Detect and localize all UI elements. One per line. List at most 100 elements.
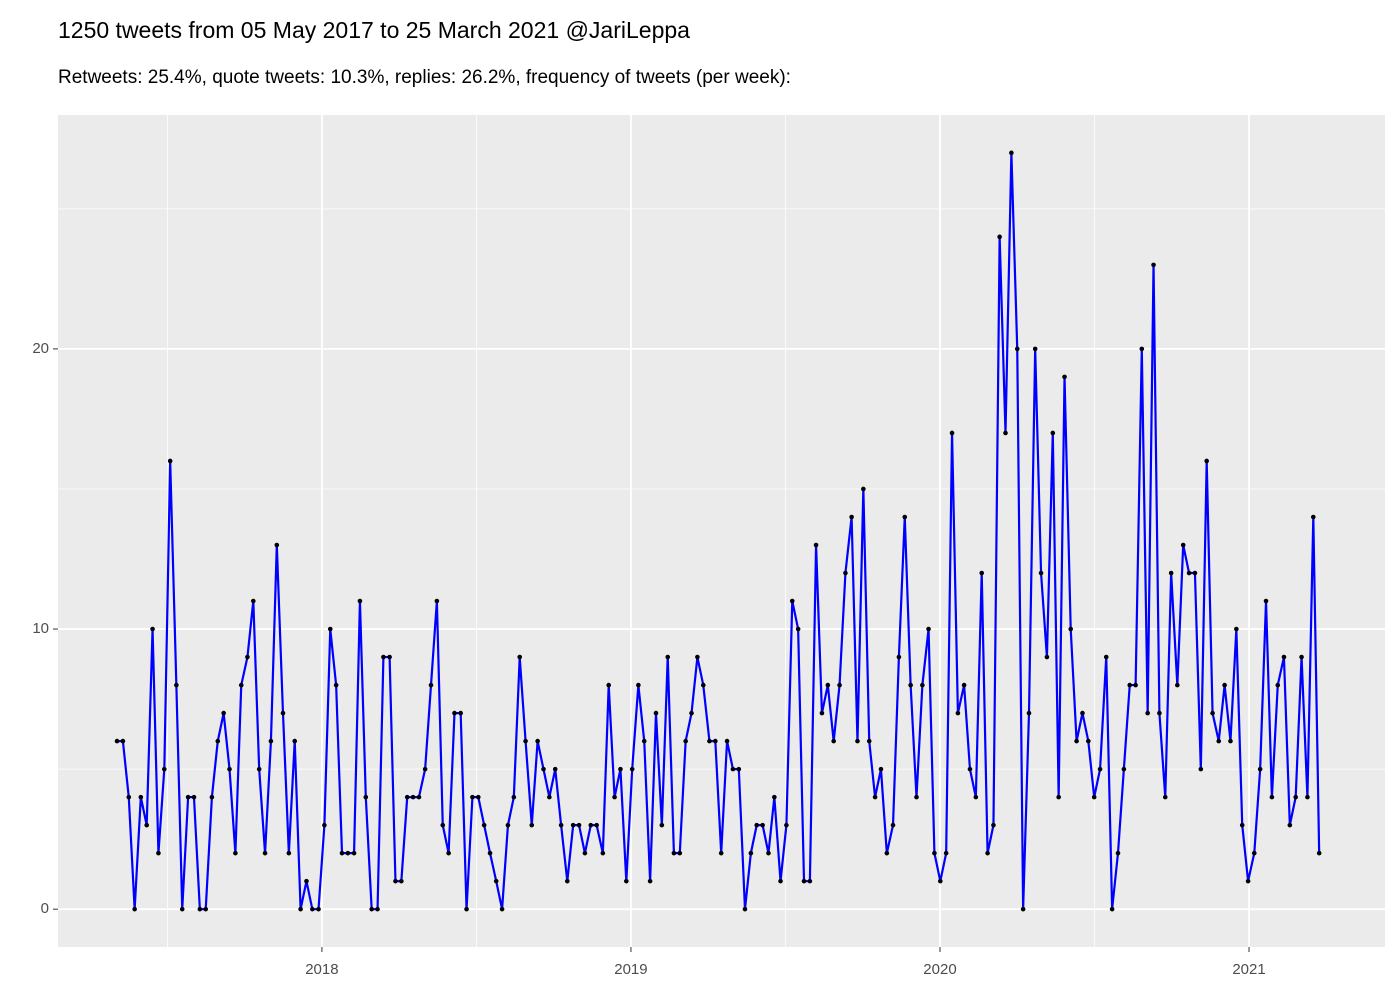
data-point — [1257, 766, 1263, 772]
data-point — [410, 794, 416, 800]
data-point — [132, 906, 137, 912]
data-point — [801, 878, 807, 884]
data-point — [659, 822, 665, 828]
data-point — [665, 654, 671, 660]
data-point — [1316, 850, 1322, 856]
data-point — [772, 794, 777, 800]
data-point — [1293, 794, 1298, 800]
data-point — [861, 486, 866, 492]
data-point — [700, 682, 706, 688]
data-point — [713, 738, 718, 744]
data-point — [866, 738, 872, 744]
data-point — [280, 710, 286, 716]
data-point — [422, 766, 428, 772]
data-point — [1056, 794, 1061, 800]
data-point — [1192, 570, 1198, 576]
data-point — [949, 430, 955, 436]
data-point — [558, 822, 564, 828]
data-point — [629, 766, 635, 772]
data-point — [937, 878, 943, 884]
data-point — [1074, 738, 1079, 744]
data-point — [600, 850, 606, 856]
data-point — [162, 766, 167, 772]
data-point — [167, 458, 173, 464]
data-point — [357, 598, 363, 604]
data-point — [1127, 682, 1133, 688]
x-tick-label: 2021 — [1232, 961, 1265, 978]
data-point — [872, 794, 878, 800]
data-point — [707, 738, 712, 744]
data-point — [1281, 654, 1287, 660]
data-point — [736, 766, 742, 772]
data-point — [286, 850, 292, 856]
data-point — [564, 878, 570, 884]
data-point — [855, 738, 860, 744]
data-point — [1139, 346, 1145, 352]
data-point — [1305, 794, 1310, 800]
data-point — [795, 626, 801, 632]
data-point — [760, 822, 765, 828]
data-point — [310, 906, 315, 912]
data-point — [529, 822, 535, 828]
data-point — [1175, 682, 1180, 688]
data-point — [955, 710, 961, 716]
data-point — [1168, 570, 1174, 576]
data-point — [458, 710, 463, 716]
data-point — [932, 850, 937, 856]
data-point — [1121, 766, 1127, 772]
data-point — [126, 794, 132, 800]
x-tick-label: 2018 — [305, 961, 338, 978]
data-point — [807, 878, 813, 884]
data-point — [1180, 542, 1186, 548]
data-point — [1068, 626, 1074, 632]
data-point — [416, 794, 422, 800]
data-point — [1239, 822, 1245, 828]
data-point — [475, 794, 481, 800]
data-point — [695, 654, 700, 660]
data-point — [256, 766, 262, 772]
data-point — [742, 906, 748, 912]
data-point — [511, 794, 517, 800]
data-point — [505, 822, 511, 828]
data-point — [967, 766, 973, 772]
data-point — [150, 626, 155, 632]
data-point — [268, 738, 274, 744]
data-point — [985, 850, 990, 856]
data-point — [174, 682, 179, 688]
data-point — [1245, 878, 1251, 884]
data-point — [1062, 374, 1067, 380]
data-point — [191, 794, 197, 800]
data-point — [1115, 850, 1121, 856]
data-point — [203, 906, 209, 912]
data-point — [843, 570, 848, 576]
data-point — [517, 654, 522, 660]
data-point — [316, 906, 321, 912]
data-point — [428, 682, 434, 688]
data-point — [1263, 598, 1269, 604]
chart-title: 1250 tweets from 05 May 2017 to 25 March… — [58, 17, 690, 43]
data-point — [387, 654, 392, 660]
data-point — [227, 766, 232, 772]
data-point — [1014, 346, 1020, 352]
data-point — [245, 654, 250, 660]
data-point — [375, 906, 380, 912]
data-point — [618, 766, 623, 772]
data-point — [541, 766, 546, 772]
data-point — [1086, 738, 1091, 744]
data-point — [878, 766, 884, 772]
data-point — [292, 738, 298, 744]
data-point — [345, 850, 351, 856]
data-point — [677, 850, 683, 856]
data-point — [1228, 738, 1233, 744]
data-point — [582, 850, 588, 856]
data-point — [215, 738, 221, 744]
data-point — [251, 598, 256, 604]
x-tick-label: 2019 — [614, 961, 647, 978]
data-point — [1157, 710, 1162, 716]
data-point — [991, 822, 996, 828]
y-tick-label: 0 — [41, 900, 49, 917]
data-point — [784, 822, 789, 828]
data-point — [440, 822, 446, 828]
data-point — [1216, 738, 1222, 744]
